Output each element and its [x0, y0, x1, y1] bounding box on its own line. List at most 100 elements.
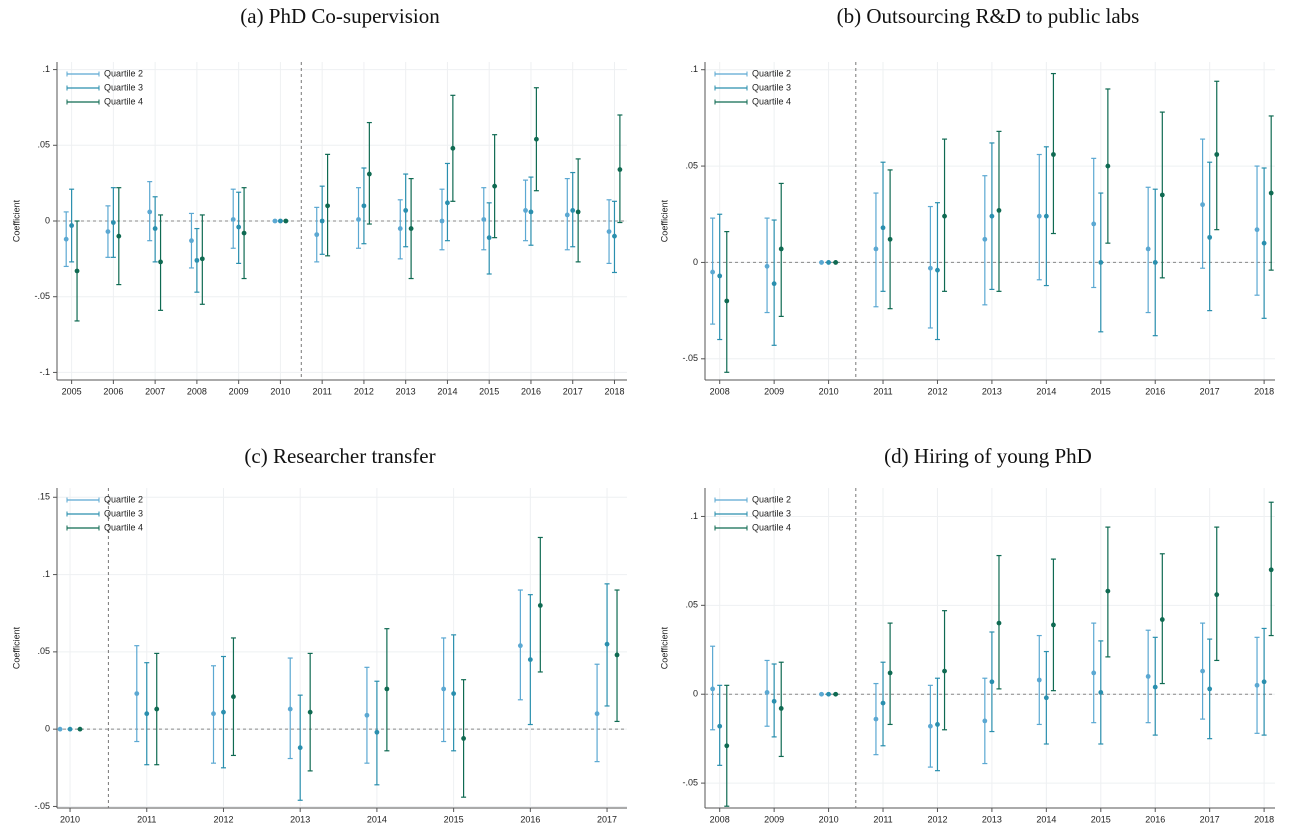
point: [1207, 686, 1213, 692]
point: [1254, 227, 1260, 233]
y-axis-label: Coefficient: [659, 626, 669, 669]
point: [996, 208, 1002, 213]
y-tick-label: .15: [37, 492, 50, 502]
point: [1145, 674, 1151, 679]
point: [826, 260, 831, 265]
x-tick-label: 2012: [927, 814, 947, 824]
x-tick-label: 2009: [764, 814, 784, 824]
point: [710, 686, 716, 692]
point: [272, 218, 278, 224]
point: [439, 218, 445, 224]
point: [63, 236, 69, 242]
point: [537, 603, 543, 608]
point: [356, 217, 361, 222]
point: [604, 641, 610, 647]
x-tick-label: 2017: [1200, 386, 1220, 396]
point: [152, 226, 158, 231]
point: [461, 736, 466, 741]
point: [1051, 622, 1056, 628]
point: [873, 716, 879, 722]
point: [374, 729, 380, 735]
x-tick-label: 2016: [521, 386, 541, 396]
point: [408, 226, 414, 231]
point: [528, 209, 534, 215]
x-tick-label: 2006: [103, 386, 123, 396]
point: [307, 709, 313, 715]
panel-title: (c) Researcher transfer: [244, 444, 435, 468]
x-tick-label: 2015: [1091, 814, 1111, 824]
point: [1200, 202, 1205, 208]
point: [996, 620, 1002, 626]
point: [942, 213, 947, 219]
y-axis-label: Coefficient: [11, 626, 21, 669]
legend-label: Quartile 2: [104, 68, 143, 78]
point: [154, 706, 160, 712]
panel-title: (a) PhD Co-supervision: [240, 4, 440, 28]
y-tick-label: .1: [42, 569, 50, 579]
point: [982, 236, 988, 242]
point: [366, 171, 372, 177]
legend-label: Quartile 3: [752, 508, 791, 518]
point: [880, 225, 886, 231]
point: [278, 218, 283, 224]
point: [57, 726, 63, 732]
point: [1261, 240, 1267, 246]
point: [450, 145, 456, 151]
point: [116, 233, 122, 239]
point: [873, 246, 879, 252]
point: [778, 706, 784, 711]
point: [221, 709, 226, 715]
point: [110, 220, 116, 225]
point: [724, 743, 730, 749]
point: [241, 230, 247, 236]
point: [1145, 246, 1151, 252]
point: [69, 223, 75, 228]
x-tick-label: 2010: [270, 386, 290, 396]
y-axis-label: Coefficient: [659, 199, 669, 242]
point: [612, 233, 617, 239]
point: [144, 711, 150, 717]
x-tick-label: 2011: [873, 814, 892, 824]
point: [231, 694, 236, 700]
point: [935, 722, 940, 727]
point: [1036, 213, 1042, 219]
point: [325, 203, 330, 209]
point: [570, 208, 576, 213]
point: [199, 256, 205, 262]
legend-label: Quartile 3: [104, 82, 143, 92]
x-tick-label: 2015: [444, 814, 464, 824]
point: [236, 224, 242, 230]
legend-label: Quartile 2: [752, 68, 791, 78]
point: [833, 260, 839, 265]
point: [230, 217, 236, 222]
y-axis-label: Coefficient: [11, 199, 21, 242]
x-tick-label: 2013: [982, 386, 1002, 396]
x-tick-label: 2009: [764, 386, 784, 396]
point: [717, 273, 723, 279]
point: [982, 718, 988, 724]
point: [314, 232, 320, 238]
point: [927, 723, 933, 729]
point: [1152, 260, 1158, 265]
point: [710, 269, 716, 275]
x-tick-label: 2008: [710, 814, 730, 824]
y-tick-label: .05: [37, 646, 50, 656]
x-tick-label: 2013: [982, 814, 1002, 824]
x-tick-label: 2014: [367, 814, 387, 824]
x-tick-label: 2016: [1145, 386, 1165, 396]
point: [575, 209, 581, 215]
x-tick-label: 2008: [187, 386, 207, 396]
point: [1105, 588, 1111, 594]
point: [564, 212, 570, 218]
x-tick-label: 2013: [396, 386, 416, 396]
point: [319, 218, 325, 224]
point: [361, 203, 367, 209]
point: [1200, 668, 1205, 674]
point: [989, 213, 995, 219]
point: [105, 229, 111, 235]
point: [492, 183, 498, 189]
point: [517, 643, 523, 649]
legend-label: Quartile 4: [104, 96, 143, 106]
x-tick-label: 2014: [1036, 386, 1056, 396]
point: [724, 298, 730, 304]
